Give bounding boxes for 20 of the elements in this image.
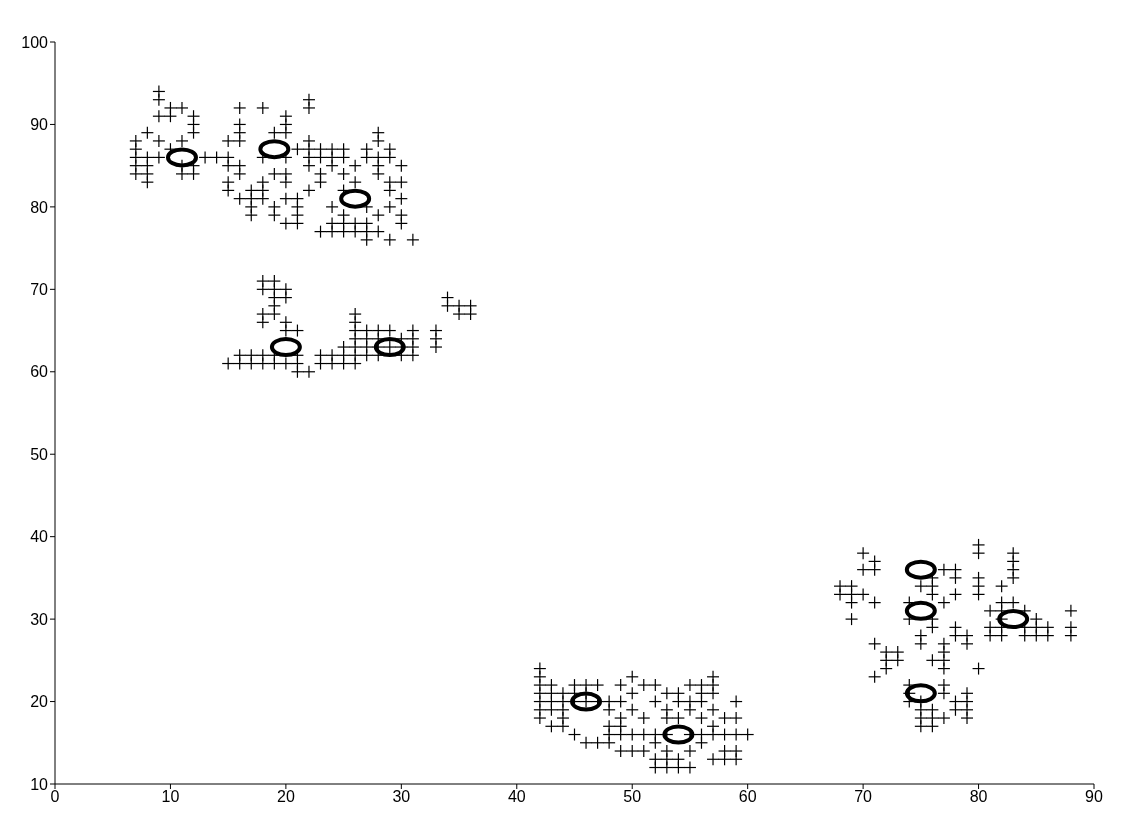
x-tick-label: 90: [1085, 788, 1103, 806]
y-tick-label: 100: [21, 33, 49, 51]
y-tick-label: 40: [30, 528, 49, 546]
x-tick-label: 40: [507, 788, 526, 806]
x-tick-label: 30: [392, 788, 411, 806]
x-tick-label: 70: [854, 788, 873, 806]
x-tick-label: 10: [161, 788, 180, 806]
x-tick-label: 80: [969, 788, 988, 806]
y-tick-label: 80: [30, 198, 49, 216]
x-tick-label: 60: [738, 788, 757, 806]
y-tick-label: 10: [30, 775, 49, 793]
x-tick-label: 0: [50, 788, 60, 806]
y-tick-label: 70: [30, 281, 49, 299]
y-tick-label: 20: [30, 693, 49, 711]
y-tick-label: 50: [30, 445, 49, 463]
x-tick-label: 50: [623, 788, 642, 806]
y-tick-label: 60: [30, 363, 49, 381]
x-tick-label: 20: [276, 788, 295, 806]
y-tick-label: 30: [30, 610, 49, 628]
y-tick-label: 90: [30, 116, 49, 134]
